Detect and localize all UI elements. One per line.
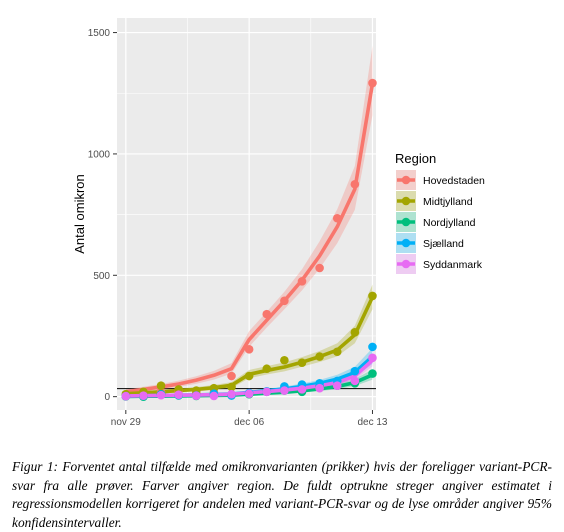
x-axis: nov 29 dec 06 dec 13 bbox=[111, 410, 388, 428]
point-nordjylland bbox=[368, 369, 377, 378]
point-syddanmark bbox=[297, 385, 307, 394]
y-axis-title: Antal omikron bbox=[72, 174, 87, 253]
legend-key-point bbox=[401, 175, 411, 185]
figure-caption: Figur 1: Forventet antal tilfælde med om… bbox=[12, 459, 552, 530]
point-syddanmark bbox=[332, 381, 342, 391]
point-syddanmark bbox=[350, 376, 360, 386]
y-tick-label: 0 bbox=[104, 392, 110, 403]
legend-title: Region bbox=[395, 151, 436, 166]
legend-label: Nordjylland bbox=[423, 217, 476, 229]
point-syddanmark bbox=[368, 353, 377, 363]
point-hovedstaden bbox=[280, 296, 289, 306]
point-midtjylland bbox=[315, 352, 324, 361]
point-hovedstaden bbox=[244, 345, 254, 354]
y-tick-label: 500 bbox=[93, 271, 110, 282]
point-syddanmark bbox=[209, 391, 219, 401]
point-midtjylland bbox=[262, 364, 272, 374]
point-midtjylland bbox=[297, 358, 307, 367]
legend-label: Midtjylland bbox=[423, 196, 473, 208]
point-syddanmark bbox=[174, 390, 183, 400]
point-midtjylland bbox=[156, 381, 166, 391]
point-midtjylland bbox=[280, 355, 289, 365]
point-hovedstaden bbox=[227, 371, 236, 381]
legend: Region Hovedstaden Midtjylland Nordjylland… bbox=[395, 151, 485, 274]
y-tick-label: 1500 bbox=[88, 28, 111, 39]
x-tick-label: dec 13 bbox=[357, 417, 387, 428]
point-syddanmark bbox=[280, 386, 289, 395]
point-syddanmark bbox=[315, 383, 324, 393]
point-sjælland bbox=[368, 342, 377, 352]
legend-key-point bbox=[401, 196, 411, 206]
point-hovedstaden bbox=[297, 277, 307, 286]
point-sjælland bbox=[350, 366, 360, 376]
point-syddanmark bbox=[262, 387, 272, 397]
point-hovedstaden bbox=[332, 213, 342, 223]
point-syddanmark bbox=[227, 389, 236, 399]
estimate-line-hovedstaden bbox=[124, 81, 375, 394]
legend-label: Syddanmark bbox=[423, 259, 483, 271]
point-hovedstaden bbox=[315, 263, 324, 273]
point-midtjylland bbox=[244, 371, 254, 381]
legend-label: Hovedstaden bbox=[423, 175, 485, 187]
point-syddanmark bbox=[121, 391, 131, 401]
y-axis: 0 500 1000 1500 bbox=[88, 28, 117, 403]
legend-key-point bbox=[401, 259, 411, 269]
x-tick-label: dec 06 bbox=[234, 417, 264, 428]
point-hovedstaden bbox=[368, 78, 377, 88]
legend-key-point bbox=[401, 217, 411, 227]
legend-key-point bbox=[401, 238, 411, 248]
omikron-chart: 0 500 1000 1500 nov 29 dec 06 dec 13 Antal om… bbox=[72, 18, 485, 428]
point-midtjylland bbox=[227, 382, 236, 392]
point-syddanmark bbox=[191, 391, 201, 400]
point-syddanmark bbox=[156, 390, 166, 400]
point-midtjylland bbox=[332, 347, 342, 357]
point-hovedstaden bbox=[262, 309, 272, 319]
legend-label: Sjælland bbox=[423, 238, 464, 250]
observed-points bbox=[121, 78, 377, 401]
point-midtjylland bbox=[350, 328, 360, 337]
point-syddanmark bbox=[139, 391, 148, 400]
minor-gridlines bbox=[117, 18, 376, 410]
point-midtjylland bbox=[368, 291, 377, 301]
x-tick-label: nov 29 bbox=[111, 417, 141, 428]
point-syddanmark bbox=[244, 389, 254, 399]
point-hovedstaden bbox=[350, 179, 360, 189]
y-tick-label: 1000 bbox=[88, 149, 111, 160]
